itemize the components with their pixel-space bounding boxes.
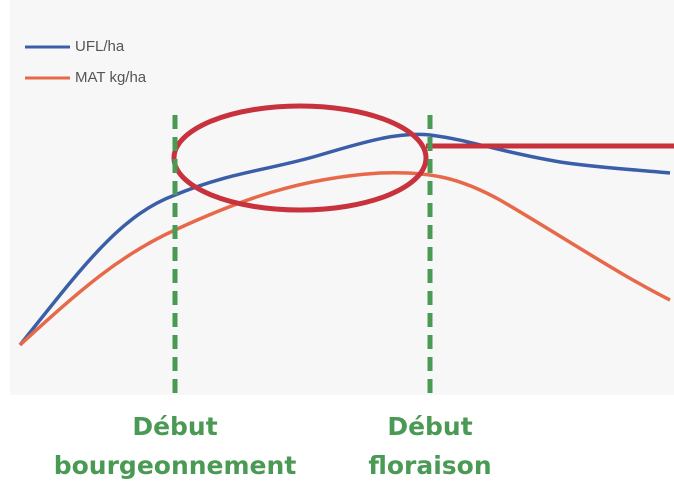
highlight-ellipse [171, 103, 429, 213]
mat-curve [18, 170, 671, 347]
stage-label: floraison [368, 451, 491, 480]
stage-label: bourgeonnement [54, 451, 297, 480]
plot-area [10, 0, 674, 395]
legend-label: MAT kg/ha [75, 69, 147, 86]
stage-label: Début [387, 412, 472, 441]
ufl-curve [18, 132, 671, 347]
stage-label: Début [132, 412, 217, 441]
legend-label: UFL/ha [75, 38, 125, 55]
